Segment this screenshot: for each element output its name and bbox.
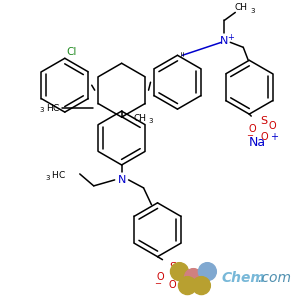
Text: H: H bbox=[46, 103, 53, 112]
Text: C: C bbox=[59, 171, 65, 180]
Text: O: O bbox=[260, 132, 268, 142]
Circle shape bbox=[198, 263, 216, 280]
Text: +: + bbox=[270, 132, 278, 142]
Text: H: H bbox=[52, 171, 58, 180]
Text: 3: 3 bbox=[250, 8, 254, 14]
Text: CH: CH bbox=[235, 3, 248, 12]
Text: .com: .com bbox=[257, 271, 291, 285]
Text: Cl: Cl bbox=[67, 47, 77, 57]
Circle shape bbox=[178, 277, 196, 295]
Text: O: O bbox=[169, 280, 176, 290]
Text: 3: 3 bbox=[148, 118, 153, 124]
Text: N: N bbox=[117, 175, 126, 185]
Text: −: − bbox=[154, 279, 161, 288]
Circle shape bbox=[170, 263, 188, 280]
Text: CH: CH bbox=[133, 114, 146, 123]
Circle shape bbox=[192, 277, 210, 295]
Text: S: S bbox=[169, 262, 176, 272]
Text: N: N bbox=[220, 36, 229, 46]
Text: C: C bbox=[53, 103, 59, 112]
Text: −: − bbox=[246, 131, 253, 140]
Text: Na: Na bbox=[249, 136, 266, 148]
Text: Chem: Chem bbox=[221, 271, 265, 285]
Text: +: + bbox=[227, 33, 234, 42]
Text: 3: 3 bbox=[40, 107, 44, 113]
Text: S: S bbox=[261, 116, 268, 126]
Circle shape bbox=[184, 268, 202, 286]
Text: O: O bbox=[157, 272, 164, 282]
Text: O: O bbox=[177, 268, 184, 278]
Text: O: O bbox=[268, 121, 276, 131]
Text: 3: 3 bbox=[46, 175, 50, 181]
Text: O: O bbox=[248, 124, 256, 134]
